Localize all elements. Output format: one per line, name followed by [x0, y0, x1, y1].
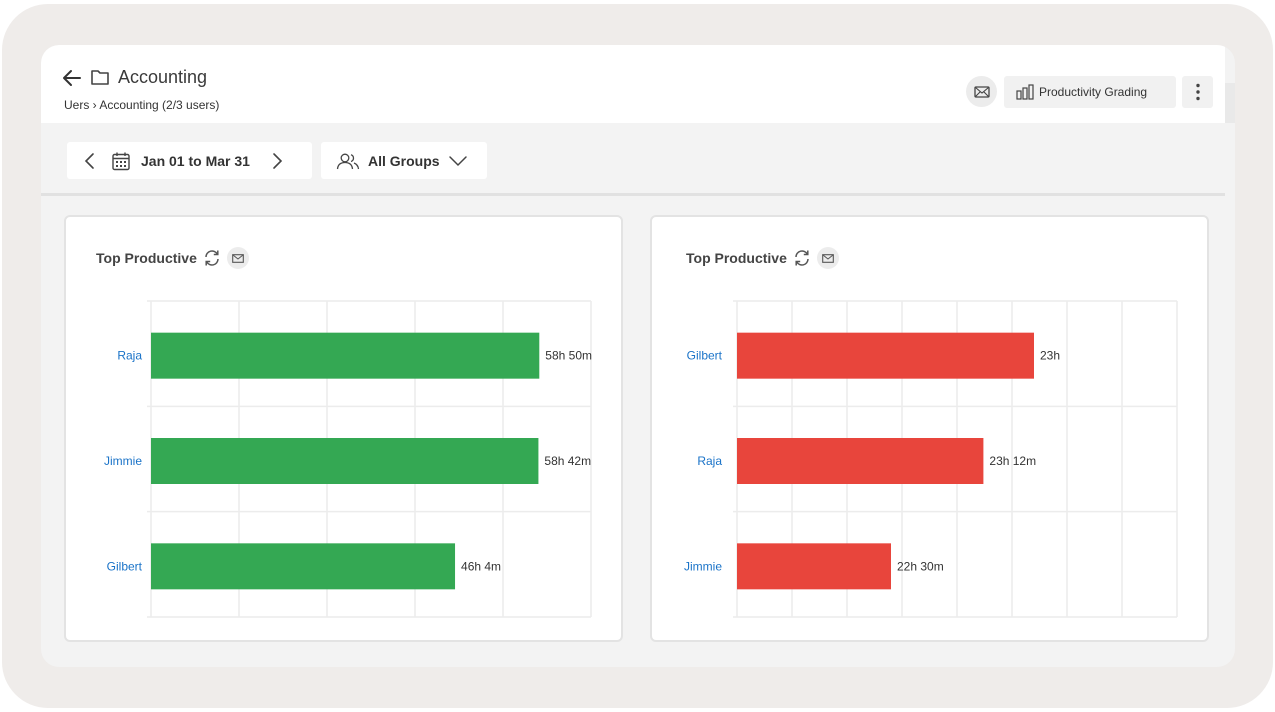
category-label: Raja: [117, 349, 142, 363]
email-card-button[interactable]: [816, 247, 839, 269]
page-title: Accounting: [118, 67, 208, 87]
bar-chart-icon: [1016, 84, 1034, 100]
top-productive-chart: Gilbert 23h Raja 23h 12m Jimmie 22h 30m: [684, 300, 1178, 618]
bar: [151, 438, 539, 484]
chevron-left-icon[interactable]: [83, 152, 97, 170]
category-label: Jimmie: [684, 559, 722, 573]
header-edge: [1225, 83, 1235, 123]
bar: [151, 543, 456, 590]
category-label: Jimmie: [104, 454, 142, 468]
more-options-button[interactable]: [1182, 76, 1213, 108]
folder-icon: [91, 70, 109, 85]
value-label: 46h 4m: [461, 559, 501, 573]
more-vertical-icon: [1195, 83, 1200, 101]
group-filter-dropdown[interactable]: All Groups: [321, 142, 487, 179]
productivity-grading-button[interactable]: Productivity Grading: [1004, 76, 1176, 108]
chevron-right-icon[interactable]: [270, 152, 284, 170]
bar: [151, 332, 540, 379]
top-productive-chart: Raja 58h 50m Jimmie 58h 42m Gilbert 46h 4m: [104, 300, 592, 618]
mail-icon: [822, 253, 834, 263]
productivity-grading-label: Productivity Grading: [1039, 85, 1148, 99]
card-header: Top Productive: [686, 247, 839, 269]
value-label: 58h 50m: [545, 349, 592, 363]
value-label: 58h 42m: [544, 454, 591, 468]
category-label: Gilbert: [107, 559, 143, 573]
category-label: Raja: [697, 454, 722, 468]
group-filter-label: All Groups: [368, 152, 440, 169]
card-title: Top Productive: [96, 250, 197, 266]
bar: [737, 332, 1034, 379]
calendar-icon: [112, 152, 130, 170]
users-icon: [336, 153, 360, 169]
app-window: Accounting Uers › Accounting (2/3 users)…: [41, 45, 1235, 667]
chevron-down-icon: [448, 155, 467, 166]
card-header: Top Productive: [96, 247, 249, 269]
refresh-icon: [795, 250, 809, 266]
date-range-label[interactable]: Jan 01 to Mar 31: [141, 152, 250, 169]
breadcrumb[interactable]: Uers › Accounting (2/3 users): [64, 98, 220, 112]
bar: [737, 438, 984, 484]
top-productive-card: Gilbert 23h Raja 23h 12m Jimmie 22h 30m Top P…: [650, 215, 1209, 642]
refresh-button[interactable]: [203, 249, 221, 267]
top-productive-card: Raja 58h 50m Jimmie 58h 42m Gilbert 46h 4m To…: [64, 215, 623, 642]
arrow-left-icon[interactable]: [61, 67, 83, 89]
category-label: Gilbert: [687, 349, 723, 363]
email-card-button[interactable]: [226, 247, 249, 269]
value-label: 22h 30m: [897, 559, 944, 573]
refresh-button[interactable]: [793, 249, 811, 267]
email-report-button[interactable]: [966, 76, 997, 107]
card-title: Top Productive: [686, 250, 787, 266]
bar: [737, 543, 891, 590]
page-header: Accounting Uers › Accounting (2/3 users)…: [41, 45, 1225, 123]
value-label: 23h: [1040, 349, 1060, 363]
section-divider: [41, 193, 1225, 196]
value-label: 23h 12m: [989, 454, 1036, 468]
refresh-icon: [205, 250, 219, 266]
mail-icon: [232, 253, 244, 263]
mail-icon: [973, 85, 990, 98]
date-range-filter: Jan 01 to Mar 31: [67, 142, 312, 179]
